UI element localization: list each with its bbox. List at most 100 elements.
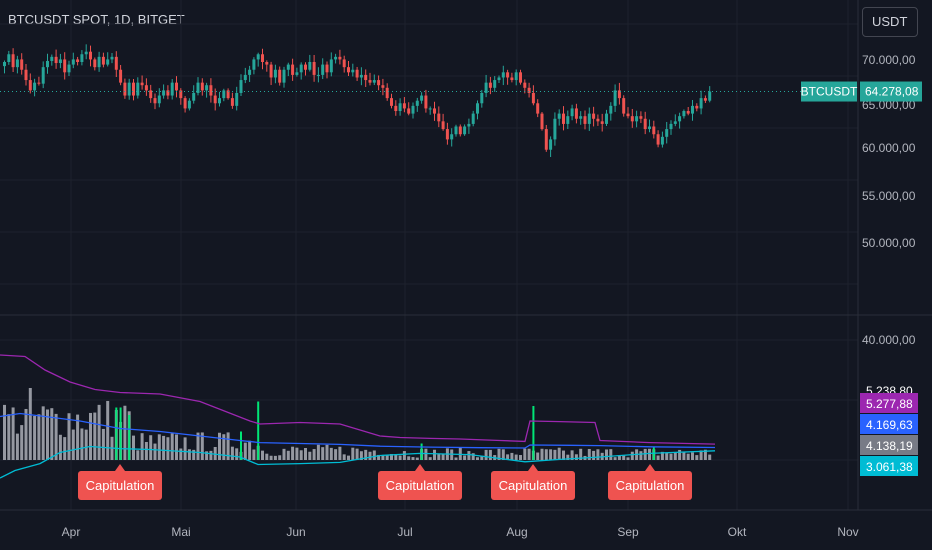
candle — [119, 65, 123, 86]
candle — [540, 112, 544, 131]
candle — [691, 100, 694, 121]
volume-bar — [467, 451, 471, 460]
candle — [557, 109, 561, 126]
candle-body — [54, 56, 58, 64]
x-tick-label: Apr — [62, 525, 81, 539]
volume-bar — [553, 449, 557, 460]
volume-bar — [58, 434, 62, 460]
candle — [230, 92, 234, 109]
volume-bar — [71, 429, 75, 460]
candle — [170, 79, 174, 100]
volume-bar — [179, 448, 183, 460]
candle-body — [11, 54, 15, 68]
candle — [673, 114, 677, 127]
candle — [411, 102, 415, 119]
candle — [579, 111, 583, 125]
candle — [566, 110, 570, 130]
candle-body — [372, 80, 376, 83]
symbol-title: BTCUSDT SPOT, 1D, BITGET — [8, 12, 185, 27]
candle-body — [583, 116, 587, 124]
candle — [213, 88, 217, 111]
volume-bar — [665, 452, 669, 460]
label-pointer — [645, 464, 655, 471]
candle-body — [476, 103, 479, 114]
candle-body — [691, 105, 694, 114]
candle-body — [420, 95, 424, 101]
volume-bar — [617, 455, 621, 460]
candle-body — [278, 69, 282, 83]
candle — [420, 92, 424, 104]
volume-bar — [342, 454, 346, 460]
candle-body — [579, 116, 583, 119]
candle-body — [437, 113, 441, 122]
candle-body — [613, 90, 617, 106]
candle — [76, 56, 80, 66]
candle — [394, 100, 398, 116]
candle — [682, 109, 686, 119]
volume-bar — [351, 447, 355, 460]
candle — [415, 97, 419, 112]
candle — [97, 51, 101, 72]
value-tag-bg — [860, 414, 918, 434]
value-tag: 4.138,19 — [866, 439, 913, 453]
volume-bar — [574, 454, 578, 460]
volume-bar — [106, 400, 110, 460]
volume-bar — [261, 450, 264, 460]
volume-bar — [476, 457, 479, 460]
candle — [428, 106, 432, 115]
candle — [136, 77, 140, 99]
candle-body — [235, 92, 239, 106]
volume-bar — [570, 450, 574, 460]
candle-body — [256, 54, 260, 60]
candle-body — [248, 69, 252, 75]
volume-bar — [230, 446, 234, 460]
volume-bar — [265, 453, 269, 460]
volume-bar — [15, 433, 19, 460]
candle — [377, 75, 381, 91]
candle-body — [41, 67, 45, 84]
candle — [497, 75, 501, 84]
volume-bar — [157, 434, 161, 460]
candle-body — [15, 59, 19, 68]
volume-bar — [321, 447, 325, 460]
candle-body — [626, 113, 630, 117]
candle-body — [132, 82, 135, 96]
candle-body — [89, 51, 92, 60]
candle — [493, 76, 497, 92]
candle — [480, 89, 484, 108]
volume-bar — [97, 404, 101, 460]
volume-bar — [93, 412, 97, 460]
capitulation-label: Capitulation — [78, 464, 162, 500]
currency-button[interactable]: USDT — [862, 7, 918, 37]
candle — [669, 120, 673, 135]
candle — [506, 69, 510, 85]
candle — [308, 54, 312, 72]
x-tick-label: Jun — [286, 525, 305, 539]
candle — [11, 48, 15, 73]
indicator-pane[interactable] — [0, 354, 716, 479]
volume-bar — [557, 447, 561, 460]
volume-bar — [46, 409, 49, 460]
candle-body — [617, 90, 621, 99]
volume-bar — [703, 449, 707, 460]
volume-bar — [273, 455, 277, 460]
candle — [114, 51, 118, 78]
volume-bar — [37, 414, 41, 460]
volume-bar — [28, 388, 32, 460]
volume-bar — [394, 454, 398, 460]
price-pane[interactable] — [0, 44, 858, 157]
candle-body — [549, 139, 553, 150]
lower-band-line — [0, 445, 716, 479]
candle — [708, 86, 712, 103]
candle — [562, 106, 565, 131]
candle-body — [200, 82, 204, 91]
candle — [605, 109, 608, 126]
candle-body — [106, 59, 110, 65]
volume-bar — [226, 432, 230, 460]
capitulation-text: Capitulation — [499, 478, 568, 493]
candle-body — [381, 85, 385, 88]
candle-body — [695, 105, 699, 109]
volume-bar — [566, 454, 570, 460]
candle-body — [239, 80, 243, 93]
